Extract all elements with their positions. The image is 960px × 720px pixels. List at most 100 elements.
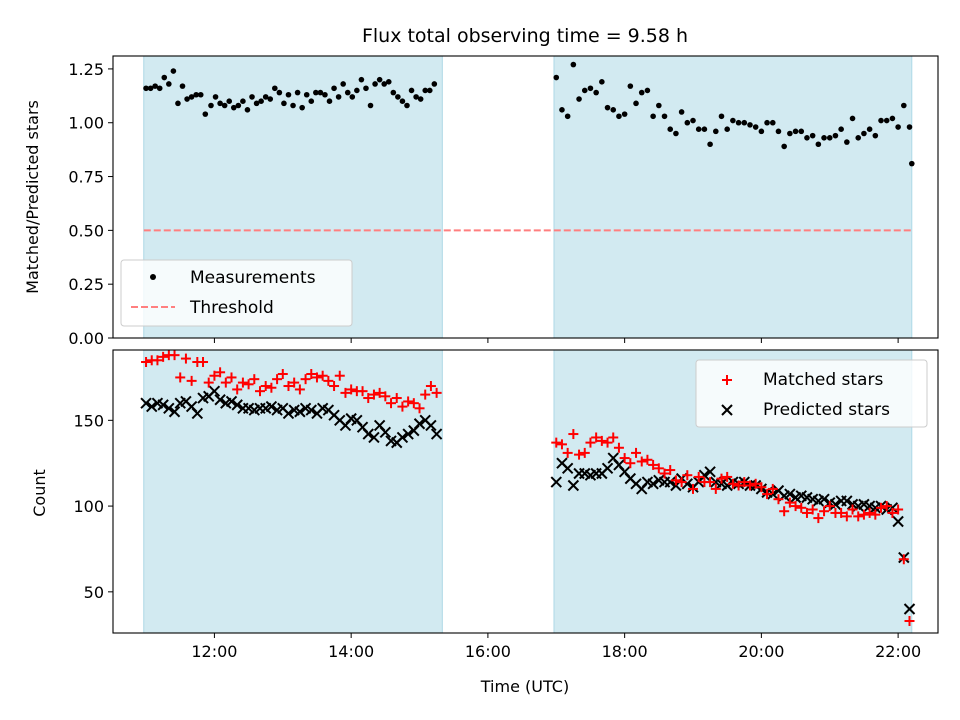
predicted-point-3-b xyxy=(157,399,169,411)
measurement-point-18 xyxy=(226,98,233,105)
predicted-point-25 xyxy=(282,407,295,420)
measurement-point-92 xyxy=(712,128,719,135)
top-axes-frame xyxy=(112,55,939,339)
predicted-point-95-b xyxy=(795,490,807,502)
measurement-point-127 xyxy=(908,160,915,167)
measurement-point-111 xyxy=(821,135,827,141)
measurement-point-118 xyxy=(861,130,867,137)
top-y-tick-label-0: 0.00 xyxy=(68,329,104,348)
matched-point-38 xyxy=(357,386,368,397)
measurement-point-34 xyxy=(299,104,305,111)
legend-measurements-label: Measurements xyxy=(190,268,316,288)
measurement-point-28 xyxy=(272,85,278,92)
matched-point-77 xyxy=(693,471,704,482)
measurement-point-37 xyxy=(313,89,319,96)
matched-point-41 xyxy=(374,387,385,398)
measurement-point-82 xyxy=(656,102,662,109)
matched-point-51 xyxy=(431,387,442,398)
measurement-point-105 xyxy=(787,130,793,137)
legend-measurements-marker xyxy=(150,274,156,280)
measurement-point-30 xyxy=(281,100,287,107)
predicted-point-107-b xyxy=(863,500,876,512)
predicted-point-114 xyxy=(903,603,916,615)
x-tick-label-5: 22:00 xyxy=(875,642,921,661)
predicted-point-46 xyxy=(402,428,414,440)
measurement-point-124 xyxy=(895,124,901,130)
matched-point-0 xyxy=(141,357,152,368)
predicted-point-54 xyxy=(561,462,574,475)
matched-point-96 xyxy=(801,507,812,518)
predicted-point-99-b xyxy=(818,493,830,505)
x-axis-label: Time (UTC) xyxy=(480,677,569,696)
matched-point-7 xyxy=(180,353,191,364)
predicted-point-53-b xyxy=(556,457,568,469)
predicted-point-79-b xyxy=(704,466,716,478)
predicted-point-68-b xyxy=(641,476,654,488)
predicted-point-48 xyxy=(413,418,426,430)
measurement-point-52 xyxy=(381,81,388,87)
predicted-point-101-b xyxy=(829,498,842,511)
measurement-point-81 xyxy=(650,113,656,120)
measurement-point-17 xyxy=(221,102,228,109)
predicted-point-15 xyxy=(225,395,238,408)
predicted-point-13 xyxy=(214,394,226,406)
matched-point-91 xyxy=(773,494,784,505)
measurement-point-89 xyxy=(695,126,702,132)
measurement-point-15 xyxy=(212,94,219,100)
predicted-point-4 xyxy=(163,402,175,415)
predicted-point-5 xyxy=(168,406,181,418)
bottom-y-ticks: 50 100 150 xyxy=(73,411,113,602)
shaded-interval-1 xyxy=(143,349,443,634)
predicted-point-4-b xyxy=(163,402,175,415)
measurement-point-47 xyxy=(358,76,365,83)
predicted-point-112-b xyxy=(892,515,904,528)
predicted-point-52-b xyxy=(550,476,562,488)
measurement-point-107 xyxy=(798,128,805,135)
matched-point-113 xyxy=(898,554,909,565)
predicted-point-96-b xyxy=(801,491,813,504)
measurement-point-42 xyxy=(335,94,342,100)
predicted-point-61-b xyxy=(601,462,614,475)
measurement-point-66 xyxy=(564,113,571,120)
matched-point-47 xyxy=(408,398,419,409)
matched-point-25 xyxy=(283,381,294,392)
predicted-point-40-b xyxy=(368,431,380,444)
matched-point-59 xyxy=(591,432,602,443)
top-panel: 0.00 0.25 0.50 0.75 1.00 1.25 Matched/Predict… xyxy=(23,55,939,348)
measurement-point-0 xyxy=(143,85,149,92)
predicted-point-37-b xyxy=(351,414,363,427)
predicted-point-48-b xyxy=(413,418,426,430)
matched-point-68 xyxy=(642,454,653,465)
measurement-point-99 xyxy=(752,124,759,130)
predicted-point-34-b xyxy=(334,414,346,427)
bottom-y-tick-label-1: 100 xyxy=(73,497,104,516)
bottom-y-tick-label-0: 50 xyxy=(84,583,104,602)
top-y-tick-label-4: 1.00 xyxy=(68,114,104,133)
measurement-point-33 xyxy=(294,89,301,96)
predicted-point-33-b xyxy=(328,409,340,421)
measurement-point-4 xyxy=(161,74,168,81)
measurement-point-5 xyxy=(166,81,172,87)
measurement-point-19 xyxy=(230,104,237,111)
measurement-point-31 xyxy=(285,91,292,98)
predicted-point-72-b xyxy=(664,476,676,488)
matched-point-8 xyxy=(186,375,197,386)
predicted-point-65-b xyxy=(624,472,637,485)
predicted-point-103 xyxy=(841,495,853,507)
matched-point-65 xyxy=(625,458,636,469)
measurement-point-90 xyxy=(701,126,708,132)
top-y-tick-label-2: 0.50 xyxy=(68,221,104,240)
matched-point-106 xyxy=(858,509,869,520)
measurement-point-97 xyxy=(741,119,748,126)
matched-point-28 xyxy=(300,374,311,385)
measurement-point-2 xyxy=(152,83,158,89)
matched-point-83 xyxy=(727,478,738,489)
matched-point-95 xyxy=(796,502,807,513)
matched-point-82 xyxy=(722,471,733,482)
matched-point-32 xyxy=(323,375,334,386)
measurement-point-88 xyxy=(690,117,696,124)
measurement-point-21 xyxy=(240,98,246,105)
predicted-point-13-b xyxy=(214,394,226,406)
measurement-point-51 xyxy=(376,76,383,83)
